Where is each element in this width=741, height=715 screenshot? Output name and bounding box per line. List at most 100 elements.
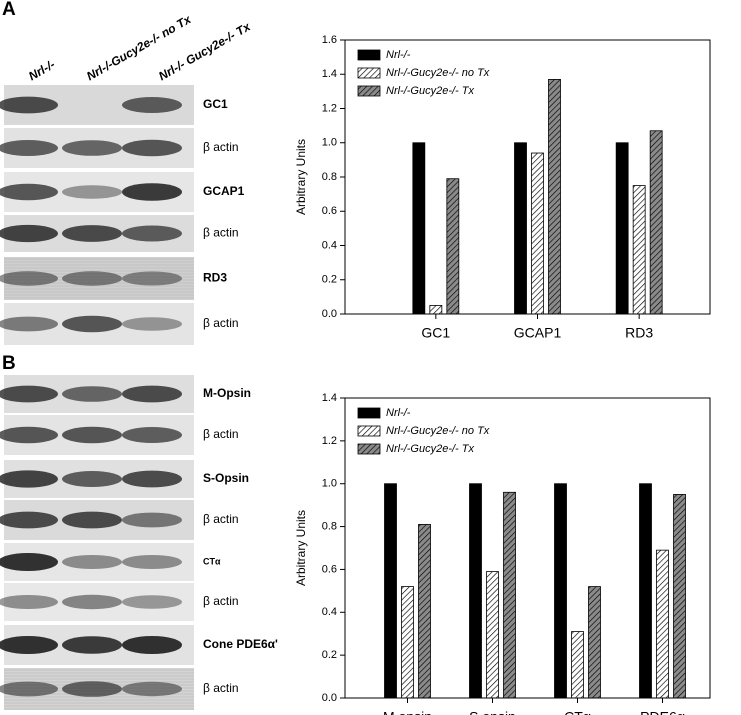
blot <box>0 500 194 540</box>
blot-band <box>0 511 58 529</box>
blot-band <box>122 512 182 528</box>
blot-band <box>0 96 58 114</box>
legend-swatch <box>357 443 381 455</box>
y-tick-label: 0.8 <box>322 171 337 183</box>
blot <box>0 415 194 455</box>
blot <box>0 625 194 665</box>
x-tick-label: GC1 <box>421 325 450 341</box>
plot-frame <box>344 397 711 699</box>
blot-band <box>0 385 58 403</box>
y-tick-label: 1.0 <box>322 137 337 149</box>
blot-band <box>122 385 182 403</box>
blot <box>0 172 194 212</box>
blot-band <box>62 386 122 402</box>
bar <box>384 483 397 699</box>
blot-label: GC1 <box>203 97 228 111</box>
y-tick-label: 0.2 <box>322 649 337 661</box>
legend-label: Nrl-/- <box>386 49 411 61</box>
blot-band <box>122 681 182 697</box>
panel-letter: A <box>2 0 16 20</box>
y-tick-label: 1.2 <box>322 102 337 114</box>
x-tick-label: GCAP1 <box>514 325 562 341</box>
blot-band <box>0 595 58 609</box>
blot-band <box>62 140 122 156</box>
blot-band <box>122 271 182 286</box>
y-tick-label: 0.0 <box>322 692 337 704</box>
bar <box>588 586 601 699</box>
blot-label: M-Opsin <box>203 386 251 400</box>
x-tick-label: M opsin <box>383 709 432 715</box>
y-tick-label: 0.4 <box>322 239 337 251</box>
bar <box>469 483 482 699</box>
blot-label: β actin <box>203 316 239 330</box>
blot-membrane <box>4 583 194 621</box>
blot <box>0 257 194 300</box>
bar <box>548 78 561 315</box>
blot-label: β actin <box>203 427 239 441</box>
x-tick-label: RD3 <box>625 325 653 341</box>
panel-letter: B <box>2 353 16 374</box>
bar <box>615 142 629 315</box>
blot <box>0 543 194 581</box>
bar <box>401 586 414 699</box>
bar <box>571 631 584 699</box>
blot-band <box>122 636 182 654</box>
blot-band <box>122 555 182 569</box>
y-axis-label: Arbitrary Units <box>294 139 308 215</box>
blot-label: β actin <box>203 594 239 608</box>
blot-band <box>0 140 58 156</box>
blot <box>0 128 194 168</box>
legend-label: Nrl-/-Gucy2e-/- no Tx <box>386 67 490 79</box>
y-tick-label: 0.4 <box>322 606 337 618</box>
bar <box>673 494 686 699</box>
blot-membrane <box>4 257 194 300</box>
bar <box>632 185 646 315</box>
blot-band <box>122 595 182 609</box>
y-tick-label: 0.0 <box>322 308 337 320</box>
bar <box>639 483 652 699</box>
blot <box>0 583 194 621</box>
bar <box>412 142 426 315</box>
blot-band <box>62 426 122 444</box>
blot-band <box>62 636 122 654</box>
blot <box>0 460 194 498</box>
y-tick-label: 1.6 <box>322 34 337 46</box>
blot-band <box>62 681 122 697</box>
blot-label: β actin <box>203 140 239 154</box>
blot-band <box>62 594 122 610</box>
lane-label: Nrl-/- <box>26 57 57 83</box>
bar <box>531 152 544 315</box>
blot-band <box>122 97 182 113</box>
y-tick-label: 0.8 <box>322 520 337 532</box>
y-axis-label: Arbitrary Units <box>294 510 308 586</box>
bar <box>503 491 516 699</box>
blot-band <box>62 225 122 242</box>
blot-band <box>122 139 182 157</box>
blot <box>0 215 194 252</box>
blot-band <box>62 511 122 529</box>
blot-band <box>0 426 58 444</box>
blot-label: β actin <box>203 681 239 695</box>
blot-band <box>122 317 182 331</box>
blot-band <box>0 681 58 697</box>
y-tick-label: 1.4 <box>322 68 337 80</box>
blot-band <box>0 316 58 332</box>
blot-band <box>0 470 58 488</box>
blot-label: S-Opsin <box>203 471 249 485</box>
blot-band <box>62 271 122 286</box>
bar <box>486 571 499 699</box>
legend-swatch <box>357 407 381 419</box>
blot-band <box>62 315 122 333</box>
bar <box>554 483 567 699</box>
blot <box>0 375 194 413</box>
blot-band <box>122 470 182 488</box>
blot-band <box>122 225 182 242</box>
blot-band <box>62 555 122 569</box>
legend-label: Nrl-/-Gucy2e-/- Tx <box>386 85 475 97</box>
blot-band <box>62 185 122 199</box>
y-tick-label: 1.0 <box>322 478 337 490</box>
blot-band <box>122 183 182 201</box>
x-tick-label: PDE6α <box>640 709 685 715</box>
